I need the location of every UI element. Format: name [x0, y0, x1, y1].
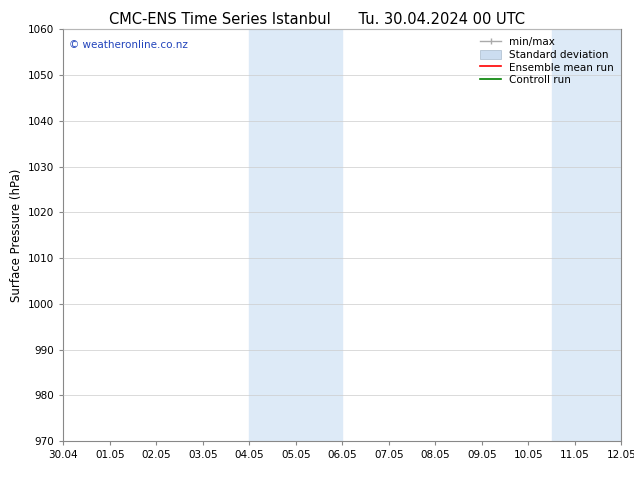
Text: CMC-ENS Time Series Istanbul      Tu. 30.04.2024 00 UTC: CMC-ENS Time Series Istanbul Tu. 30.04.2…: [109, 12, 525, 27]
Bar: [249, 29, 342, 441]
Bar: [552, 29, 621, 441]
Y-axis label: Surface Pressure (hPa): Surface Pressure (hPa): [10, 169, 23, 302]
Legend: min/max, Standard deviation, Ensemble mean run, Controll run: min/max, Standard deviation, Ensemble me…: [478, 35, 616, 88]
Text: © weatheronline.co.nz: © weatheronline.co.nz: [69, 40, 188, 49]
